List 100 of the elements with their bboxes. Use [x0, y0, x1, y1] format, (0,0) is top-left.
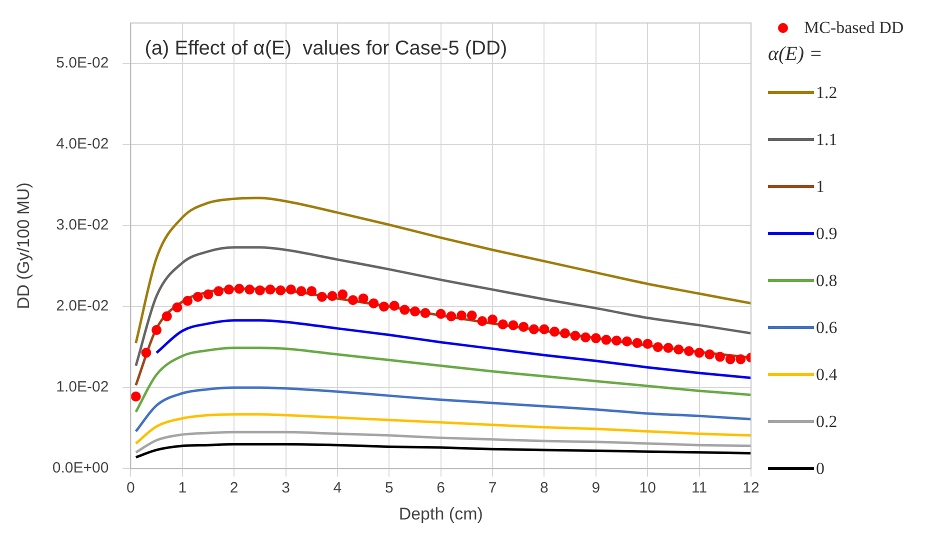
point: [518, 322, 529, 332]
x-tick-label: 3: [282, 480, 290, 497]
point: [652, 342, 663, 352]
x-tick-label: 10: [639, 480, 656, 497]
y-tick-label: 4.0E-02: [56, 136, 109, 153]
point: [141, 348, 152, 358]
point: [684, 346, 694, 356]
legend-label: 1: [816, 176, 824, 196]
line-series: [155, 319, 751, 380]
point: [508, 320, 518, 330]
point: [286, 284, 296, 295]
x-tick-label: 7: [488, 480, 497, 497]
point: [642, 338, 653, 349]
point: [550, 326, 560, 337]
point: [276, 285, 286, 296]
point: [265, 284, 276, 295]
point: [338, 289, 348, 300]
y-tick-label: 1.0E-02: [56, 378, 109, 396]
point: [488, 314, 498, 325]
x-tick-label: 6: [436, 480, 446, 497]
point: [663, 342, 674, 353]
point: [327, 291, 338, 302]
legend-label: MC-based DD: [804, 18, 904, 38]
legend-label: 0.8: [816, 270, 838, 290]
point: [539, 324, 550, 334]
point: [601, 334, 612, 345]
point: [152, 325, 162, 336]
text: (a) Effect of α(E) values for Case-5 (DD): [144, 38, 508, 60]
point: [244, 284, 255, 295]
x-tick-label: 12: [742, 480, 760, 497]
point: [203, 289, 214, 300]
point: [420, 308, 430, 318]
y-tick-label: 0.0E+00: [52, 460, 109, 477]
legend-label: 0.4: [816, 364, 838, 384]
point: [182, 296, 193, 306]
x-tick-label: 9: [592, 480, 600, 497]
point: [400, 304, 410, 315]
point: [306, 286, 317, 296]
point: [528, 324, 539, 334]
y-tick-label: 3.0E-02: [56, 216, 109, 234]
legend-label: 0: [816, 458, 824, 478]
legend-label: 0.2: [816, 412, 838, 432]
y-tick-label: 5.0E-02: [56, 54, 109, 72]
point: [590, 333, 601, 344]
point: [456, 310, 467, 320]
point: [694, 348, 704, 358]
line-series: [134, 346, 751, 414]
point: [162, 311, 172, 322]
point: [172, 302, 182, 312]
point: [622, 336, 632, 346]
point: [296, 286, 306, 296]
legend-label: 0.9: [816, 224, 838, 244]
point: [580, 332, 591, 342]
point: [130, 391, 141, 402]
point: [477, 316, 488, 326]
point: [316, 292, 327, 302]
point: [674, 344, 684, 355]
point: [725, 354, 736, 364]
x-tick-label: 11: [692, 480, 708, 497]
legend-label: 0.6: [816, 318, 838, 338]
x-tick-label: 8: [540, 480, 548, 497]
point: [498, 319, 508, 330]
x-tick-label: 1: [178, 480, 187, 497]
point: [560, 328, 570, 338]
point: [436, 308, 446, 319]
point: [612, 336, 622, 346]
point: [389, 300, 400, 311]
point: [224, 284, 234, 295]
line-series: [134, 196, 751, 344]
point: [214, 286, 224, 296]
point: [570, 330, 580, 341]
line-series: [134, 443, 751, 459]
x-axis-title: Depth (cm): [398, 504, 483, 524]
point: [466, 310, 477, 320]
legend-label: 1.2: [816, 82, 838, 102]
point: [736, 354, 746, 364]
line-series: [134, 430, 751, 454]
line-series: [134, 413, 751, 445]
point: [192, 292, 203, 302]
point: [446, 311, 456, 322]
point: [378, 302, 389, 312]
point: [410, 306, 420, 316]
point: [358, 293, 368, 304]
x-tick-label: 4: [333, 480, 342, 497]
point: [704, 349, 715, 360]
point: [234, 284, 244, 294]
x-tick-label: 2: [230, 480, 238, 497]
line-series: [134, 246, 751, 367]
point: [368, 298, 379, 308]
x-tick-label: 5: [384, 480, 394, 497]
legend-title: α(E) =: [768, 43, 824, 67]
line-series: [134, 386, 751, 433]
point: [714, 352, 725, 362]
point: [348, 295, 358, 306]
x-tick-label: 0: [126, 480, 135, 497]
legend-label: 1.1: [816, 130, 838, 150]
point: [632, 338, 642, 348]
y-axis-title: DD (Gy/100 MU): [14, 182, 33, 310]
y-tick-label: 2.0E-02: [56, 298, 109, 315]
point: [254, 285, 265, 296]
